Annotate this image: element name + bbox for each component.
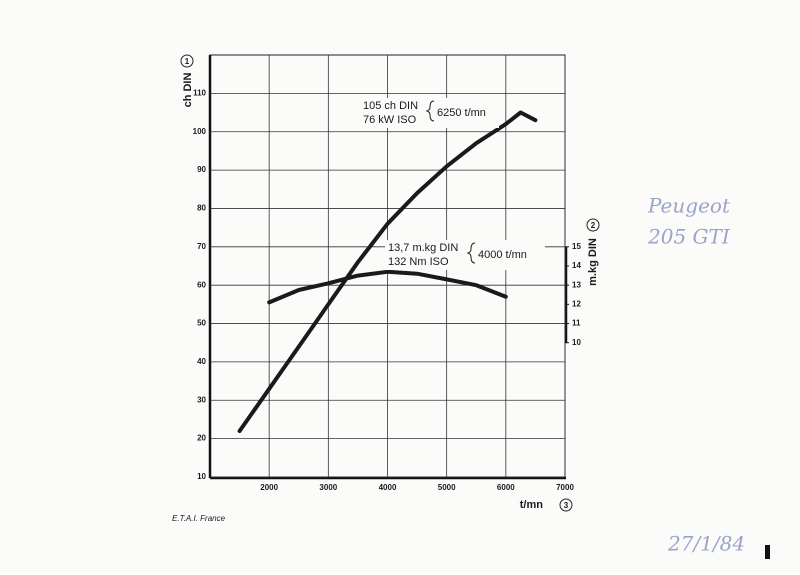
y2-tick-label: 14: [572, 261, 581, 270]
x-tick-label: 4000: [379, 483, 397, 492]
annotation: 76 kW ISO: [363, 114, 417, 126]
y-tick-label: 40: [197, 357, 206, 366]
x-tick-label: 2000: [260, 483, 278, 492]
annotation-rpm: 4000 t/mn: [478, 249, 527, 261]
y-tick-label: 70: [197, 242, 206, 251]
y-tick-label: 60: [197, 280, 206, 289]
y-tick-label: 80: [197, 204, 206, 213]
handwritten-note: Peugeot: [647, 194, 731, 218]
x-tick-label: 3000: [319, 483, 337, 492]
annotation: 105 ch DIN: [363, 100, 418, 112]
y-tick-label: 110: [193, 88, 206, 97]
brace: [425, 100, 435, 122]
y2-axis-number: 2: [591, 221, 596, 230]
y2-tick-label: 12: [572, 299, 581, 308]
y-tick-label: 10: [197, 472, 206, 481]
brace: [466, 242, 476, 264]
series-line: [267, 269, 508, 305]
circle: [180, 54, 194, 68]
y2-tick-label: 11: [572, 319, 581, 328]
x-tick-label: 5000: [438, 483, 456, 492]
y2-tick-label: 13: [572, 280, 581, 289]
y-axis-label: ch DIN: [182, 73, 194, 108]
y-tick-label: 90: [197, 165, 206, 174]
handwritten-note: 205 GTI: [647, 225, 731, 249]
series-line: [237, 110, 538, 433]
y2-tick-label: 15: [572, 242, 581, 251]
y-tick-label: 100: [193, 127, 207, 136]
annotation: 132 Nm ISO: [388, 256, 449, 268]
handwritten-note: 27/1/84: [667, 532, 745, 556]
x-tick-label: 6000: [497, 483, 515, 492]
y-tick-label: 50: [197, 319, 206, 328]
x-axis-number: 3: [564, 501, 569, 510]
annotation-bg: [385, 240, 545, 270]
circle: [586, 218, 600, 232]
y2-axis-label: m.kg DIN: [587, 238, 599, 286]
y-axis-number: 1: [185, 57, 190, 66]
y-tick-label: 30: [197, 395, 206, 404]
x-tick-label: 7000: [556, 483, 574, 492]
credit: E.T.A.I. France: [172, 514, 226, 523]
edge-mark: [765, 545, 770, 559]
circle: [559, 498, 573, 512]
y-tick-label: 20: [197, 434, 206, 443]
annotation: 13,7 m.kg DIN: [388, 242, 458, 254]
x-axis-label: t/mn: [520, 499, 544, 511]
y2-tick-label: 10: [572, 338, 581, 347]
annotation-rpm: 6250 t/mn: [437, 107, 486, 119]
